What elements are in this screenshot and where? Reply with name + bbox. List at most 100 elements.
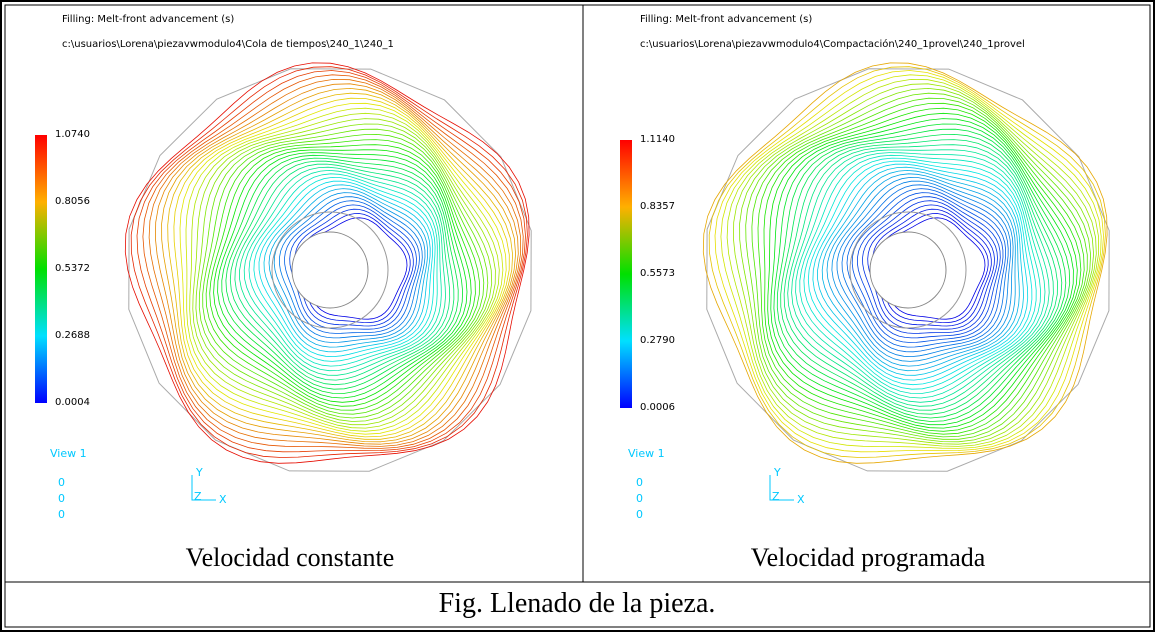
axis-label: X — [219, 493, 227, 506]
axis-glyph — [769, 475, 794, 501]
axis-label: X — [797, 493, 805, 506]
hub — [291, 231, 369, 309]
contour-line — [739, 87, 1095, 443]
contour-line — [826, 173, 1016, 367]
contour-line — [273, 192, 426, 343]
contour-line — [807, 160, 1033, 386]
contour-line — [714, 70, 1104, 453]
view-value: 0 — [636, 492, 643, 505]
hub-ring — [271, 211, 389, 329]
contour-line — [225, 157, 459, 390]
contour-line — [773, 123, 1071, 422]
contour-line — [202, 133, 485, 415]
contour-line — [831, 176, 1014, 362]
view-value: 0 — [58, 508, 65, 521]
file-path: c:\usuarios\Lorena\piezavwmodulo4\Cola d… — [62, 39, 394, 50]
contour-line — [268, 188, 428, 348]
contour-line — [179, 102, 507, 435]
contour-line — [189, 112, 500, 429]
contour-line — [702, 62, 1108, 464]
contour-line — [167, 92, 514, 440]
scale-label: 0.8056 — [55, 196, 90, 207]
axis-glyph — [191, 475, 216, 501]
contour-line — [124, 62, 530, 464]
contour-line — [130, 66, 528, 458]
contour-line — [248, 173, 438, 367]
panel: Filling: Melt-front advancement (s) c:\us… — [35, 14, 532, 572]
contour-line — [213, 149, 472, 403]
view-value: 0 — [58, 476, 65, 489]
contour-line — [205, 139, 480, 411]
panel-caption: Velocidad constante — [186, 543, 395, 572]
view-value: 0 — [58, 492, 65, 505]
view-value: 0 — [636, 508, 643, 521]
contour-line — [136, 70, 526, 453]
contour-line — [841, 184, 1009, 353]
scale-label: 0.8357 — [640, 201, 675, 212]
contour-line — [812, 163, 1029, 381]
contour-line — [770, 118, 1074, 426]
view-label: View 1 — [50, 447, 87, 460]
part-outline — [706, 68, 1110, 472]
contour-line — [185, 107, 504, 432]
scale-label: 0.2790 — [640, 335, 675, 346]
contour-line — [192, 118, 496, 426]
axis-label: Z — [772, 490, 780, 503]
contour-line — [708, 66, 1106, 458]
figure-caption: Fig. Llenado de la pieza. — [439, 588, 716, 619]
contour-line — [278, 196, 423, 339]
contour-line — [846, 188, 1006, 348]
contour-line — [161, 87, 517, 443]
contour-line — [258, 180, 434, 358]
scale-label: 1.0740 — [55, 129, 90, 140]
contour-line — [795, 152, 1046, 399]
contour-line — [195, 123, 493, 422]
contour-line — [229, 160, 455, 386]
contour-line — [209, 144, 476, 407]
contour-line — [142, 74, 524, 449]
contour-line — [243, 169, 442, 372]
inner-border — [4, 4, 1151, 628]
file-path: c:\usuarios\Lorena\piezavwmodulo4\Compac… — [640, 38, 1025, 50]
axis-label: Y — [773, 466, 781, 479]
color-scale — [620, 140, 632, 408]
contour-line — [289, 204, 417, 330]
scale-label: 0.0004 — [55, 397, 90, 408]
scale-label: 0.2688 — [55, 330, 90, 341]
axis-label: Z — [194, 490, 202, 503]
scale-label: 0.5372 — [55, 263, 90, 274]
contour-line — [234, 163, 451, 381]
contour-line — [732, 83, 1097, 445]
axis-label: Y — [195, 466, 203, 479]
panel-caption: Velocidad programada — [751, 543, 986, 572]
color-scale — [35, 135, 47, 403]
contour-line — [821, 169, 1020, 372]
contour-line — [253, 176, 436, 362]
part-outline — [128, 68, 532, 472]
contour-line — [767, 112, 1078, 429]
scale-label: 1.1140 — [640, 134, 675, 145]
contour-line — [263, 184, 431, 353]
result-title: Filling: Melt-front advancement (s) — [640, 14, 812, 25]
contour-line — [780, 133, 1063, 415]
contour-line — [803, 157, 1037, 390]
contour-line — [856, 196, 1001, 339]
contour-line — [217, 152, 468, 399]
contour-line — [783, 139, 1058, 411]
panel: Filling: Melt-front advancement (s) c:\us… — [620, 14, 1110, 572]
scale-label: 0.5573 — [640, 268, 675, 279]
contour-line — [862, 200, 998, 334]
contour-line — [836, 180, 1012, 358]
contour-line — [239, 166, 446, 376]
contour-line — [817, 166, 1024, 376]
contour-line — [757, 102, 1085, 435]
contour-line — [791, 149, 1050, 403]
contour-line — [851, 192, 1004, 343]
contour-line — [867, 204, 995, 330]
contour-line — [173, 97, 510, 438]
panels: Filling: Melt-front advancement (s) c:\us… — [35, 14, 1110, 572]
view-label: View 1 — [628, 447, 665, 460]
contour-line — [720, 74, 1102, 449]
contour-line — [787, 144, 1054, 407]
